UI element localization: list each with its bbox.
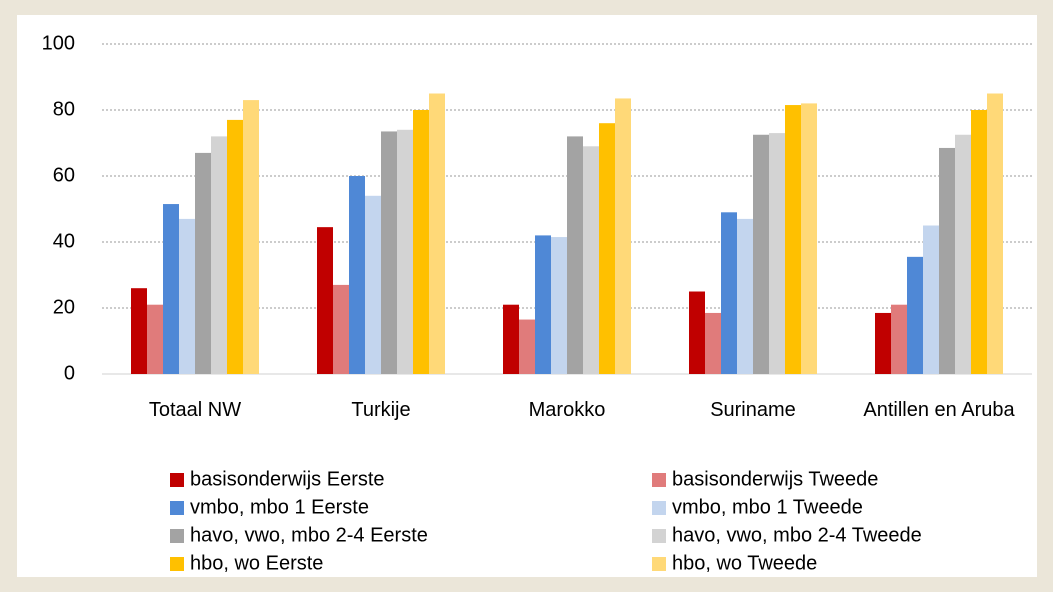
bar (801, 103, 817, 375)
bar (131, 288, 147, 374)
bar (567, 136, 583, 374)
x-tick-label: Antillen en Aruba (863, 399, 1015, 421)
bar (955, 134, 971, 374)
legend-swatch (170, 557, 184, 571)
legend-swatch (170, 529, 184, 543)
bar (785, 105, 801, 375)
legend-label: vmbo, mbo 1 Eerste (190, 496, 369, 518)
bar (939, 147, 955, 374)
x-tick-label-box: Marokko (528, 399, 606, 421)
bar (381, 131, 397, 374)
bar (583, 146, 599, 374)
bar (503, 304, 519, 374)
bar (737, 218, 753, 374)
y-tick-label: 40 (53, 230, 75, 252)
bar (907, 256, 923, 374)
legend-label: havo, vwo, mbo 2-4 Tweede (672, 524, 922, 546)
bar (333, 284, 349, 374)
bar (923, 225, 939, 374)
bar (753, 134, 769, 374)
bar (429, 93, 445, 374)
legend-label: havo, vwo, mbo 2-4 Eerste (190, 524, 428, 546)
legend-swatch (170, 473, 184, 487)
x-tick-label-box: Suriname (710, 399, 796, 421)
bar (705, 312, 721, 374)
y-tick-label: 20 (53, 296, 75, 318)
x-tick-label: Totaal NW (148, 399, 242, 421)
bar (397, 129, 413, 374)
bar (195, 152, 211, 374)
bar (987, 93, 1003, 374)
bar (349, 176, 365, 374)
bar (769, 133, 785, 374)
bar (535, 235, 551, 374)
y-tick-label: 80 (53, 98, 75, 120)
x-tick-label-box: Antillen en Aruba (863, 399, 1015, 421)
x-tick-label-box: Totaal NW (148, 399, 242, 421)
bar (211, 136, 227, 374)
bar (971, 110, 987, 374)
x-tick-label: Marokko (528, 399, 606, 421)
legend-swatch (652, 501, 666, 515)
bar (147, 304, 163, 374)
bar (243, 100, 259, 374)
bar (551, 237, 567, 374)
legend-label: basisonderwijs Eerste (190, 468, 385, 490)
bar (721, 212, 737, 374)
y-tick-label: 60 (53, 164, 75, 186)
legend-label: vmbo, mbo 1 Tweede (672, 496, 863, 518)
x-tick-label-box: Turkije (351, 399, 411, 421)
bar (413, 110, 429, 374)
bar (891, 304, 907, 374)
bar (227, 119, 243, 375)
legend-swatch (652, 529, 666, 543)
legend-swatch (170, 501, 184, 515)
bar (179, 218, 195, 374)
bar (365, 195, 381, 374)
bar (317, 227, 333, 374)
bar (875, 312, 891, 374)
legend-swatch (652, 557, 666, 571)
y-tick-label: 100 (42, 32, 75, 54)
legend-label: hbo, wo Tweede (672, 552, 817, 574)
bar (599, 123, 615, 374)
bar (519, 319, 535, 374)
legend-swatch (652, 473, 666, 487)
x-tick-label: Suriname (710, 399, 796, 421)
y-tick-label: 0 (64, 362, 75, 384)
bar (689, 291, 705, 374)
bar (163, 204, 179, 374)
x-tick-label: Turkije (351, 399, 411, 421)
legend-label: basisonderwijs Tweede (672, 468, 878, 490)
bar (615, 98, 631, 374)
legend-label: hbo, wo Eerste (190, 552, 323, 574)
